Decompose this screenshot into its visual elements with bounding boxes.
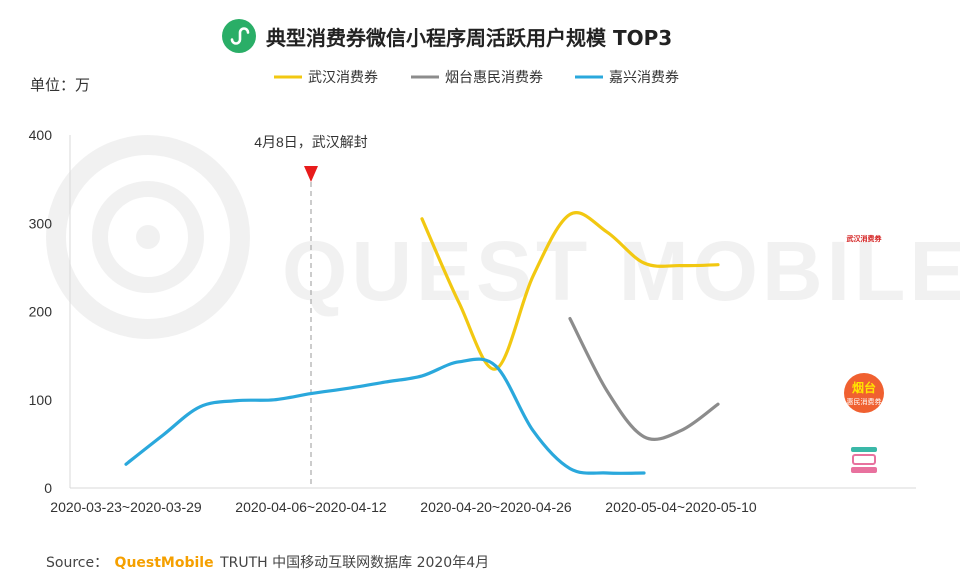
y-tick-label: 0 <box>44 480 52 496</box>
source-suffix: TRUTH 中国移动互联网数据库 2020年4月 <box>220 555 490 571</box>
yantai-badge-label-top: 烟台 <box>852 380 876 395</box>
y-tick-label: 300 <box>29 215 53 231</box>
jiaxing-badge-block <box>852 454 876 465</box>
x-tick-label: 2020-04-06~2020-04-12 <box>235 499 387 515</box>
y-tick-label: 400 <box>29 127 53 143</box>
watermark-text: QUEST MOBILE <box>282 224 960 318</box>
legend-label-2: 嘉兴消费券 <box>609 69 679 85</box>
legend-label-1: 烟台惠民消费券 <box>445 69 543 85</box>
wechat-miniprogram-icon <box>222 19 256 53</box>
jiaxing-badge-bar <box>851 447 877 452</box>
source-footer: Source： QuestMobile TRUTH 中国移动互联网数据库 202… <box>46 552 489 572</box>
chart-title: 典型消费券微信小程序周活跃用户规模 TOP3 <box>266 25 673 50</box>
y-tick-label: 200 <box>29 304 53 320</box>
x-tick-label: 2020-05-04~2020-05-10 <box>605 499 757 515</box>
watermark-logo-dot <box>136 225 160 249</box>
questmobile-watermark: QUEST MOBILE <box>46 135 960 339</box>
unit-label: 单位：万 <box>30 76 91 94</box>
miniprogram-icon-glyph <box>230 27 250 45</box>
chart-legend: 武汉消费券 烟台惠民消费券 嘉兴消费券 <box>274 69 679 85</box>
yantai-badge-label-bottom: 惠民消费券 <box>847 397 882 406</box>
annotation-text: 4月8日，武汉解封 <box>254 134 368 150</box>
x-tick-label: 2020-03-23~2020-03-29 <box>50 499 202 515</box>
chart-title-row: 典型消费券微信小程序周活跃用户规模 TOP3 <box>222 18 672 54</box>
watermark-logo-icon <box>46 135 250 339</box>
series-lines <box>124 211 720 475</box>
series-line-0 <box>420 211 720 371</box>
x-tick-labels: 2020-03-23~2020-03-29 2020-04-06~2020-04-… <box>50 499 757 515</box>
wuhan-unlock-annotation: 4月8日，武汉解封 <box>254 134 368 488</box>
legend-label-0: 武汉消费券 <box>308 69 378 85</box>
source-prefix: Source： <box>46 555 109 571</box>
y-tick-labels: 0 100 200 300 400 <box>29 127 53 496</box>
y-tick-label: 100 <box>29 392 53 408</box>
watermark-logo-inner <box>92 181 204 293</box>
jiaxing-badge-icon <box>851 447 877 473</box>
yantai-badge-icon <box>844 373 884 413</box>
x-tick-label: 2020-04-20~2020-04-26 <box>420 499 572 515</box>
annotation-marker-icon <box>304 166 318 182</box>
series-line-1 <box>568 317 720 441</box>
series-end-badges: 武汉消费券 烟台 惠民消费券 <box>844 234 884 473</box>
series-line-2 <box>124 357 646 475</box>
jiaxing-badge-base <box>851 467 877 473</box>
wuhan-badge-label: 武汉消费券 <box>847 234 883 243</box>
source-brand: QuestMobile <box>114 555 214 571</box>
